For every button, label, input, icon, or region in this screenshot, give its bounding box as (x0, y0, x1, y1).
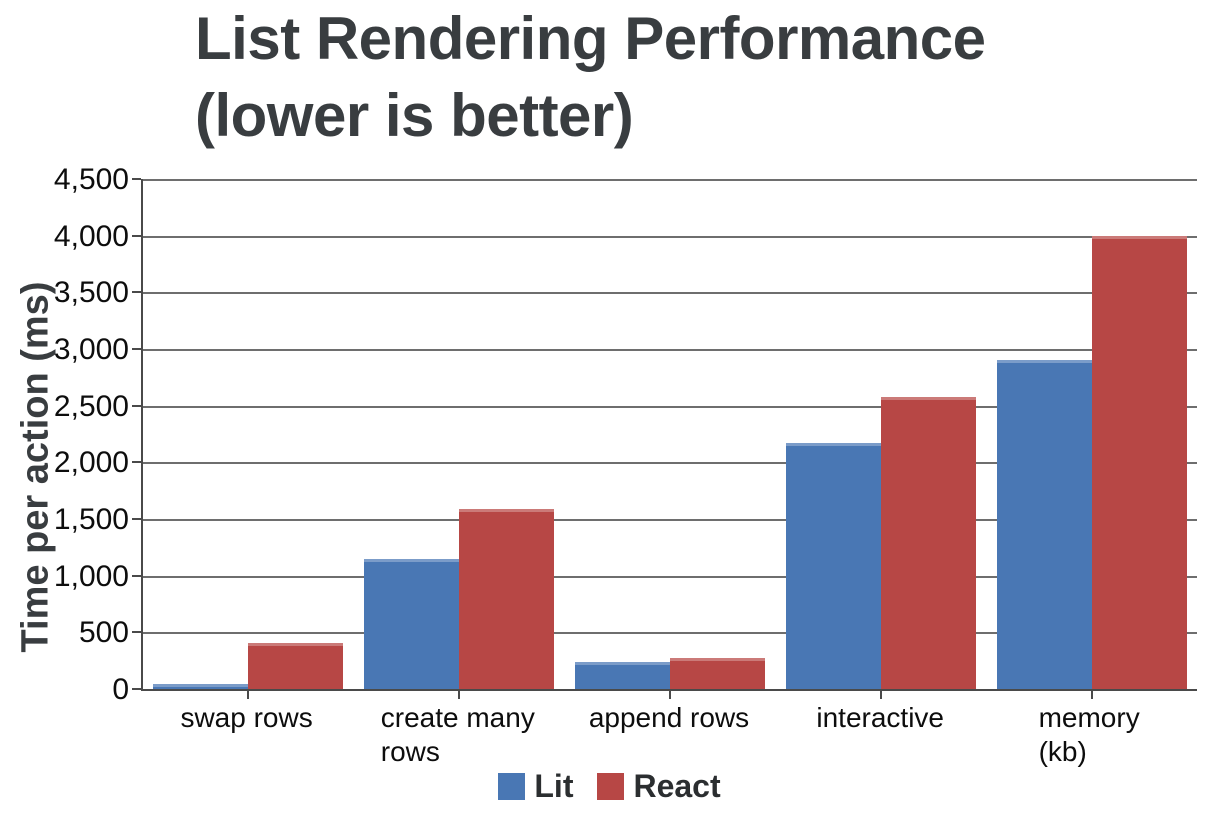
y-tick-mark (132, 348, 141, 350)
gridline (143, 519, 1197, 521)
bar-group (354, 179, 565, 689)
plot-area (132, 178, 1197, 699)
y-tick-mark (132, 178, 141, 180)
bar-group (565, 179, 776, 689)
bar-react-3 (669, 658, 765, 689)
bar-react-1 (248, 642, 344, 689)
bar-react-5 (1091, 235, 1187, 689)
gridline (143, 462, 1197, 465)
gridline (143, 575, 1197, 578)
bar-lit-1 (153, 683, 249, 689)
y-tick-mark (132, 631, 141, 634)
legend-swatch-react (597, 773, 625, 800)
gridline (143, 179, 1197, 181)
x-tick-mark (879, 691, 882, 699)
y-axis-tick-labels: 0 500 1,000 1,500 2,000 2,500 3,000 3,500 4,000 4… (0, 165, 129, 705)
x-axis-labels: swap rows create many rows append rows inte… (141, 701, 1197, 771)
bar-lit-5 (996, 360, 1092, 689)
x-tick-mark (247, 691, 250, 699)
bar-react-4 (880, 397, 976, 689)
y-tick-label: 3,500 (53, 276, 129, 310)
category-label: append rows (588, 702, 750, 733)
legend-item-react: React (597, 768, 721, 805)
bar-lit-4 (785, 442, 881, 689)
gridline (143, 405, 1197, 408)
category-label: swap rows (180, 702, 313, 733)
chart-title: List Rendering Performance (lower is bet… (195, 5, 986, 149)
bar-react-2 (459, 508, 555, 689)
y-tick-mark (132, 234, 141, 237)
bar-lit-2 (364, 558, 460, 689)
y-tick-mark (132, 404, 141, 407)
y-tick-label: 0 (112, 673, 129, 706)
y-tick-mark (132, 574, 141, 577)
x-tick-mark (458, 691, 461, 699)
y-tick-label: 2,000 (53, 446, 129, 480)
x-tick-mark (669, 691, 671, 699)
y-tick-label: 500 (78, 616, 129, 650)
bar-lit-3 (574, 661, 670, 689)
y-tick-label: 4,500 (53, 163, 129, 196)
y-tick-label: 1,000 (53, 559, 129, 593)
x-tick-mark (1090, 691, 1093, 699)
legend-item-lit: Lit (498, 768, 573, 805)
bar-group (986, 179, 1197, 689)
y-tick-label: 1,500 (53, 503, 129, 536)
gridline (143, 349, 1197, 351)
bar-group (143, 179, 354, 689)
category-label: create many rows (380, 702, 535, 767)
y-tick-mark (132, 518, 141, 520)
y-tick-mark (132, 688, 141, 690)
category-label: interactive (816, 702, 944, 733)
legend: Lit React (0, 768, 1219, 805)
bar-group (775, 179, 986, 689)
category-label: memory (kb) (1038, 702, 1140, 767)
y-tick-label: 2,500 (53, 389, 129, 423)
gridline (143, 235, 1197, 238)
y-tick-mark (132, 461, 141, 464)
y-tick-label: 4,000 (53, 219, 129, 253)
legend-label-lit: Lit (534, 768, 574, 804)
gridline (143, 292, 1197, 295)
legend-swatch-lit (498, 773, 526, 800)
y-tick-label: 3,000 (53, 333, 129, 366)
gridline (143, 632, 1197, 635)
y-tick-mark (132, 291, 141, 294)
legend-label-react: React (633, 768, 721, 804)
